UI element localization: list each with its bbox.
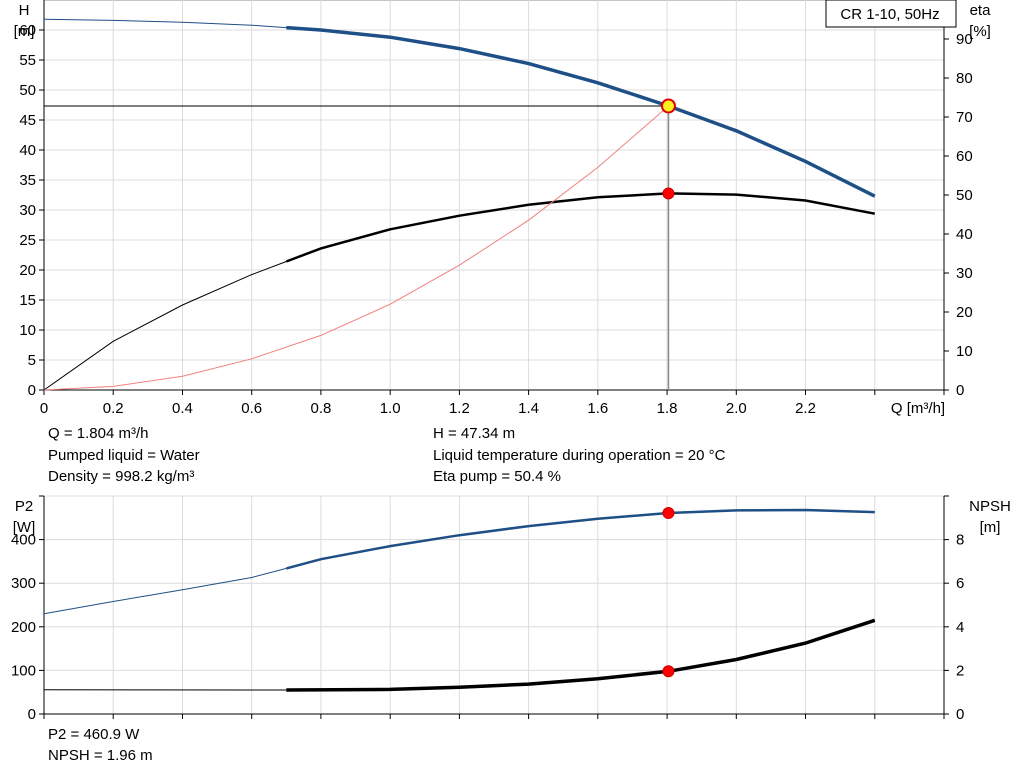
x-tick-label: 2.0	[726, 400, 747, 417]
y-tick-label: 35	[19, 172, 36, 189]
x-tick-label: 0.8	[310, 400, 331, 417]
x-tick-label: 0.4	[172, 400, 193, 417]
y2-axis-unit: [m]	[980, 519, 1001, 536]
chart-title-box	[825, 0, 957, 28]
density-readout: Density = 998.2 kg/m³	[48, 468, 195, 485]
head-efficiency-chart: 0 5 10 15 20 25 30 35 40 45 50 55 60 0 10 20 30 40 50 60 70 8…	[14, 0, 992, 417]
y2-tick-label: 10	[956, 343, 973, 360]
power-curve-extended	[43, 567, 287, 615]
p2-readout: P2 = 460.9 W	[48, 726, 140, 743]
y-axis-label: P2	[15, 498, 33, 515]
x-tick-label: 2.2	[795, 400, 816, 417]
x-tick-label: 0.6	[241, 400, 262, 417]
y-tick-label: 25	[19, 232, 36, 249]
pumped-liquid-readout: Pumped liquid = Water	[48, 447, 200, 464]
y-axis-unit: [m]	[14, 23, 35, 40]
y-tick-label: 30	[19, 202, 36, 219]
y-tick-label: 60	[19, 22, 36, 39]
y2-tick-label: 20	[956, 304, 973, 321]
x-axis-label: Q [m³/h]	[891, 400, 945, 417]
x-tick-label: 0.2	[103, 400, 124, 417]
x-tick-label: 1.8	[657, 400, 678, 417]
y-tick-label: 55	[19, 52, 36, 69]
power-npsh-chart: 0 100 200 300 400 0 2 4 6 8 P2 [W] NPSH [m]	[11, 495, 1011, 723]
x-tick-label: 1.2	[449, 400, 470, 417]
y2-axis-label: NPSH	[969, 498, 1011, 515]
y-tick-label: 200	[11, 619, 36, 636]
y-axis-label: H	[19, 2, 30, 19]
y2-tick-label: 40	[956, 226, 973, 243]
y2-tick-label: 50	[956, 187, 973, 204]
y2-tick-label: 0	[956, 706, 964, 723]
y2-axis-unit: [%]	[969, 23, 991, 40]
npsh-point-marker	[662, 665, 675, 678]
x-tick-label: 1.4	[518, 400, 539, 417]
npsh-readout: NPSH = 1.96 m	[48, 747, 153, 764]
y-tick-label: 10	[19, 322, 36, 339]
y2-tick-label: 70	[956, 109, 973, 126]
duty-point-marker	[660, 98, 676, 114]
system-curve	[43, 105, 669, 391]
plot-area	[43, 495, 945, 715]
x-tick-label: 0	[40, 400, 48, 417]
y-tick-label: 0	[28, 382, 36, 399]
y-tick-label: 50	[19, 82, 36, 99]
y2-tick-label: 60	[956, 148, 973, 165]
y-tick-label: 45	[19, 112, 36, 129]
efficiency-point-marker	[662, 187, 675, 200]
x-tick-label: 1.0	[380, 400, 401, 417]
y2-tick-label: 2	[956, 662, 964, 679]
efficiency-curve	[285, 192, 876, 263]
head-curve-extended	[43, 18, 287, 29]
y-tick-label: 100	[11, 662, 36, 679]
power-point-marker	[662, 507, 675, 520]
y-tick-label: 300	[11, 575, 36, 592]
head-curve	[286, 25, 876, 198]
y-tick-label: 400	[11, 532, 36, 549]
y2-tick-label: 0	[956, 382, 964, 399]
y2-tick-label: 90	[956, 31, 973, 48]
y2-tick-label: 30	[956, 265, 973, 282]
y2-tick-label: 6	[956, 575, 964, 592]
x-tick-label: 1.6	[587, 400, 608, 417]
y-tick-label: 5	[28, 352, 36, 369]
flow-readout: Q = 1.804 m³/h	[48, 425, 149, 442]
plot-area	[43, 0, 945, 391]
y-tick-label: 15	[19, 292, 36, 309]
liquid-temperature-readout: Liquid temperature during operation = 20…	[433, 447, 726, 464]
eta-pump-readout: Eta pump = 50.4 %	[433, 468, 561, 485]
y2-axis-label: eta	[970, 2, 992, 19]
npsh-curve	[286, 618, 876, 692]
y-tick-label: 40	[19, 142, 36, 159]
efficiency-curve-extended	[43, 261, 287, 391]
y-axis-unit: [W]	[13, 519, 36, 536]
y2-tick-label: 8	[956, 532, 964, 549]
power-curve	[285, 508, 875, 570]
head-readout: H = 47.34 m	[433, 425, 516, 442]
y-tick-label: 0	[28, 706, 36, 723]
y2-tick-label: 80	[956, 70, 973, 87]
y-tick-label: 20	[19, 262, 36, 279]
y2-tick-label: 4	[956, 619, 964, 636]
chart-title: CR 1-10, 50Hz	[840, 6, 939, 23]
